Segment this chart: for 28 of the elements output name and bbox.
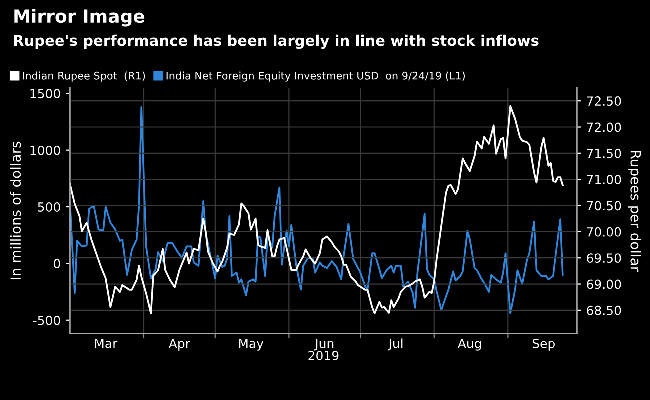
y2-tick-label: 71.00	[587, 175, 622, 185]
y2-tick-label: 70.50	[587, 201, 622, 211]
x-tick-label: Aug	[458, 339, 482, 351]
legend-label: India Net Foreign Equity Investment USD on 9/24/19 (L1)	[166, 72, 465, 82]
y2-tick-label: 69.00	[587, 280, 622, 290]
y-tick-label: 1000	[30, 146, 60, 156]
x-axis-title: 2019	[308, 351, 339, 360]
x-tick-label: Apr	[168, 339, 191, 351]
y2-tick-label: 72.50	[587, 96, 622, 106]
y2-tick-label: 69.50	[587, 254, 622, 264]
y2-tick-label: 71.50	[587, 148, 622, 158]
y2-tick-label: 72.00	[587, 122, 622, 132]
y2-tick-label: 70.00	[587, 227, 622, 237]
x-tick-label: May	[239, 339, 264, 351]
y-axis-title: In millions of dollars	[10, 142, 22, 280]
chart-subtitle: Rupee's performance has been largely in line with stock inflows	[14, 34, 539, 50]
y-tick-label: -500	[33, 316, 60, 326]
y-tick-label: 1500	[30, 89, 60, 99]
x-tick-label: Mar	[95, 339, 118, 348]
chart-title: Mirror Image	[14, 9, 145, 27]
x-tick-label: Jun	[314, 339, 334, 351]
y-tick-label: 500	[38, 202, 60, 212]
x-tick-label: Sep	[532, 338, 555, 351]
legend-label: Indian Rupee Spot (R1)	[23, 72, 146, 82]
y2-tick-label: 68.50	[587, 306, 622, 316]
y2-axis-title: Rupees per dollar	[628, 151, 642, 272]
x-tick-label: Jul	[388, 338, 403, 351]
y-tick-label: 0	[54, 259, 60, 269]
